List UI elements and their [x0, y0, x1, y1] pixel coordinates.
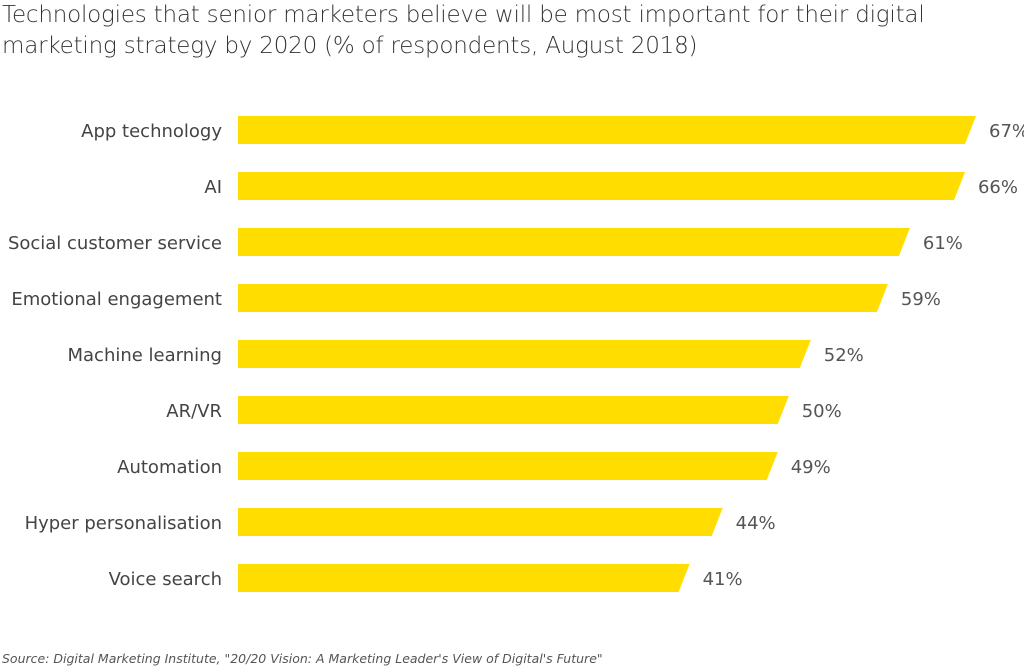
bar-8 — [238, 564, 690, 592]
category-label: Social customer service — [8, 233, 222, 254]
bar-5 — [238, 396, 789, 424]
category-label: Machine learning — [67, 345, 222, 366]
chart-title: Technologies that senior marketers belie… — [2, 2, 925, 59]
bar-0 — [238, 116, 976, 144]
category-label: App technology — [81, 121, 222, 142]
category-label: Automation — [117, 457, 222, 478]
category-label: AI — [204, 177, 222, 198]
value-label: 50% — [802, 401, 842, 422]
category-label: AR/VR — [166, 401, 222, 422]
bar-3 — [238, 284, 888, 312]
bar-6 — [238, 452, 778, 480]
value-label: 59% — [901, 289, 941, 310]
category-label: Emotional engagement — [11, 289, 222, 310]
value-label: 66% — [978, 177, 1018, 198]
value-label: 52% — [824, 345, 864, 366]
value-label: 41% — [703, 569, 743, 590]
value-label: 44% — [736, 513, 776, 534]
bar-4 — [238, 340, 811, 368]
value-label: 67% — [989, 121, 1024, 142]
category-label: Voice search — [109, 569, 222, 590]
category-label: Hyper personalisation — [25, 513, 222, 534]
value-label: 49% — [791, 457, 831, 478]
bar-2 — [238, 228, 910, 256]
bar-1 — [238, 172, 965, 200]
value-label: 61% — [923, 233, 963, 254]
source-note: Source: Digital Marketing Institute, "20… — [2, 651, 603, 666]
bar-7 — [238, 508, 723, 536]
